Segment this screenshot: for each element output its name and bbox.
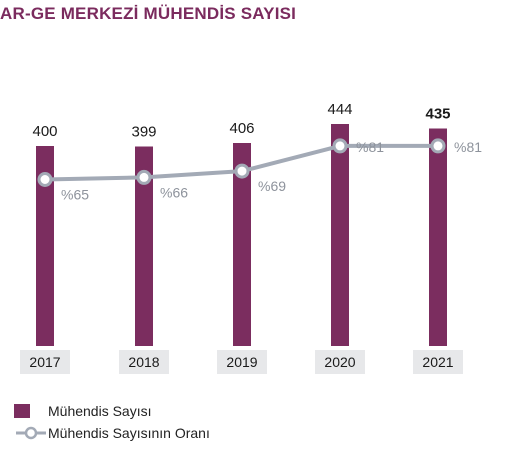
legend-line-swatch [16, 426, 46, 440]
x-tick-label-2018: 2018 [128, 354, 159, 370]
x-tick-label-2019: 2019 [226, 354, 257, 370]
year-box-2020 [315, 350, 365, 374]
legend-bar-label: Mühendis Sayısı [48, 403, 152, 419]
bar-value-label-2019: 406 [229, 120, 254, 137]
ratio-point-2021 [430, 138, 446, 154]
ratio-point-2020 [332, 138, 348, 154]
ratio-label-2017: %65 [61, 187, 89, 203]
bar-value-label-2020: 444 [327, 101, 352, 118]
bar-value-label-2021: 435 [425, 106, 450, 123]
year-box-2018 [119, 350, 169, 374]
legend-bar-swatch [14, 404, 30, 418]
x-tick-label-2020: 2020 [324, 354, 355, 370]
ratio-label-2018: %66 [160, 184, 188, 200]
legend: Mühendis Sayısı Mühendis Sayısının Oranı [14, 400, 210, 444]
ratio-point-2019 [234, 163, 250, 179]
legend-item-line: Mühendis Sayısının Oranı [14, 422, 210, 444]
ratio-label-2020: %81 [356, 139, 384, 155]
bar-2018 [135, 146, 153, 346]
legend-line-label: Mühendis Sayısının Oranı [48, 425, 210, 441]
ratio-point-2018 [136, 169, 152, 185]
bar-value-label-2018: 399 [131, 124, 156, 141]
x-tick-label-2017: 2017 [29, 354, 60, 370]
x-tick-label-2021: 2021 [422, 354, 453, 370]
ratio-point-2017 [37, 172, 53, 187]
chart-title: AR-GE MERKEZİ MÜHENDİS SAYISI [0, 4, 297, 23]
bar-2021 [429, 128, 447, 346]
legend-item-bars: Mühendis Sayısı [14, 400, 210, 422]
bar-2017 [36, 146, 54, 346]
bar-2019 [233, 143, 251, 346]
bar-value-label-2017: 400 [32, 123, 57, 140]
bar-2020 [331, 124, 349, 346]
year-box-2017 [20, 350, 70, 374]
year-box-2019 [217, 350, 267, 374]
ratio-label-2019: %69 [258, 178, 286, 194]
year-box-2021 [413, 350, 463, 374]
ratio-label-2021: %81 [454, 139, 482, 155]
